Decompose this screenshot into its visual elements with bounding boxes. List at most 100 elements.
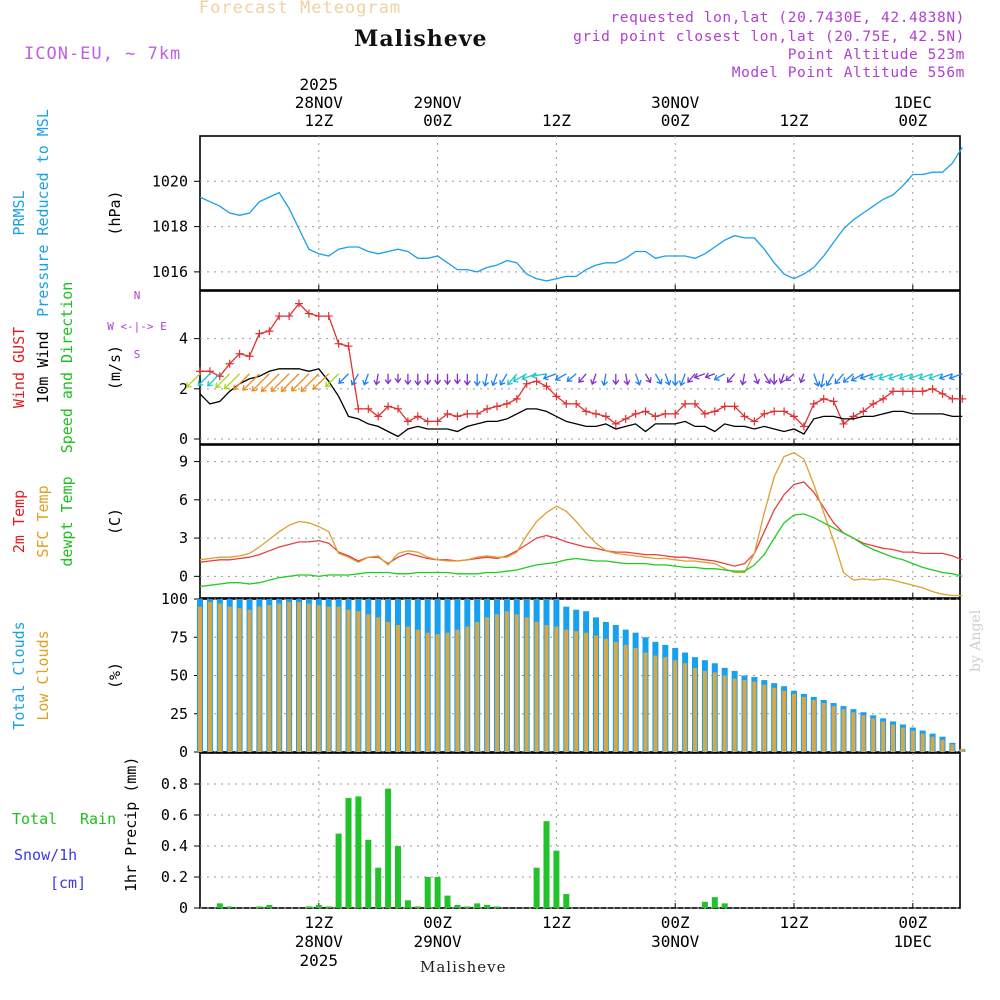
wind-arrow xyxy=(818,373,826,389)
gust-marker xyxy=(879,394,888,403)
y-tick-label: 4 xyxy=(179,330,188,348)
bar xyxy=(395,846,401,908)
wind-arrow xyxy=(185,373,201,388)
wind-arrow xyxy=(207,373,221,387)
wind-arrow xyxy=(394,373,402,384)
wind-arrow xyxy=(463,373,471,386)
bottom-time-label: 12Z xyxy=(780,913,809,932)
top-time-label: 1DEC xyxy=(894,93,933,112)
gust-marker xyxy=(601,412,610,421)
bar xyxy=(653,655,658,752)
bar xyxy=(277,603,282,752)
bar xyxy=(494,906,500,908)
wind-arrow xyxy=(770,373,778,386)
bar xyxy=(465,626,470,752)
y-tick-label: 6 xyxy=(179,491,188,509)
wind-arrow xyxy=(834,373,844,385)
wind-arrow xyxy=(842,373,854,383)
bar xyxy=(325,906,332,908)
gust-marker xyxy=(403,417,412,426)
wind-arrow xyxy=(338,373,349,385)
wind-arrow xyxy=(713,373,726,381)
wind-arrow xyxy=(280,373,300,393)
bar xyxy=(702,670,707,752)
bottom-time-label: 12Z xyxy=(542,913,571,932)
wind-arrow xyxy=(362,373,369,386)
y-axis-label: 1hr Precip (mm) xyxy=(122,757,140,892)
gust-marker xyxy=(611,419,620,428)
panel-frame xyxy=(199,290,961,445)
panel-frame xyxy=(199,444,961,599)
series-wind-direction-arrows-dir-deg-toward-colored-by-speed- xyxy=(185,372,963,393)
wind-arrow xyxy=(644,373,652,384)
legend-total-label: Total xyxy=(12,810,57,828)
gust-marker xyxy=(780,407,789,416)
gust-marker xyxy=(938,389,947,398)
wind-arrow xyxy=(542,373,557,381)
gust-marker xyxy=(661,409,670,418)
footer-location: Malisheve xyxy=(420,958,507,976)
gust-marker xyxy=(493,402,501,411)
wind-arrow xyxy=(443,373,452,386)
gust-marker xyxy=(225,359,234,368)
panel-1: 0 2 4 Wind GUST 10m Wind Speed and Direction (… xyxy=(10,282,967,454)
series-total-rain xyxy=(216,788,728,908)
bar xyxy=(237,608,242,752)
gust-marker xyxy=(621,414,630,423)
bar xyxy=(455,629,460,752)
top-time-label: 12Z xyxy=(542,111,571,130)
wind-arrow xyxy=(813,373,821,387)
bar xyxy=(315,904,322,908)
wind-arrow xyxy=(938,373,953,381)
bar xyxy=(910,730,915,752)
bar xyxy=(900,727,905,752)
wind-arrow xyxy=(554,373,567,382)
gust-marker xyxy=(750,417,759,426)
location-name: Malisheve xyxy=(354,26,488,52)
bar xyxy=(701,901,708,908)
gust-marker xyxy=(235,349,244,358)
bar xyxy=(772,687,777,752)
y-tick-label: 50 xyxy=(170,667,188,685)
bar xyxy=(217,603,222,752)
bar xyxy=(475,621,480,752)
gust-marker xyxy=(691,399,699,408)
bar xyxy=(663,657,668,752)
bottom-time-label: 1DEC xyxy=(894,932,933,951)
y-tick-label: 9 xyxy=(179,453,188,471)
wind-arrow xyxy=(778,373,786,384)
top-time-label: 29NOV xyxy=(414,93,463,112)
bar xyxy=(474,903,481,908)
bar xyxy=(584,632,589,752)
gust-marker xyxy=(344,342,353,351)
bar xyxy=(633,647,638,752)
bar xyxy=(198,606,202,752)
gust-marker xyxy=(443,409,452,418)
gust-marker xyxy=(681,399,690,408)
gust-marker xyxy=(948,394,957,403)
wind-arrow xyxy=(918,373,933,381)
gust-marker xyxy=(265,327,274,336)
side-label: Low Clouds xyxy=(34,630,52,720)
y-tick-label: 3 xyxy=(179,529,188,547)
bar xyxy=(226,906,233,908)
bar xyxy=(762,684,767,752)
side-label: 10m Wind xyxy=(34,331,52,403)
top-time-label: 2025 xyxy=(300,75,339,94)
bar xyxy=(782,690,787,752)
gust-marker xyxy=(364,404,373,413)
gust-marker xyxy=(542,382,551,391)
gust-marker xyxy=(809,399,818,408)
side-label: Speed and Direction xyxy=(58,282,76,454)
bar xyxy=(396,625,400,752)
bar xyxy=(960,748,965,752)
wind-arrow xyxy=(948,373,963,381)
bar xyxy=(216,903,223,908)
compass-west-east: W <-|-> E xyxy=(107,320,167,333)
bar xyxy=(464,906,471,908)
bar xyxy=(564,629,569,752)
bar xyxy=(533,867,540,908)
bar xyxy=(711,897,718,908)
gust-marker xyxy=(829,397,838,406)
